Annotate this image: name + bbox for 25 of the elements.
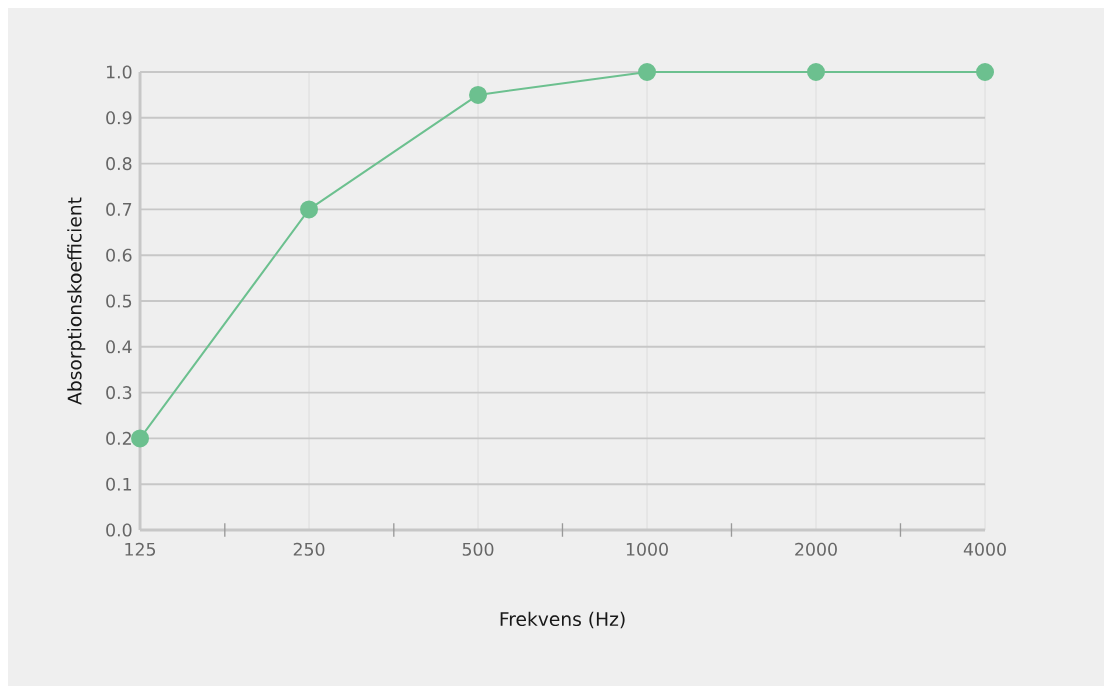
- y-tick-label: 0.1: [106, 477, 132, 491]
- x-tick-label: 1000: [626, 542, 668, 556]
- y-tick-label: 0.0: [106, 523, 132, 537]
- point: [131, 429, 150, 448]
- x-axis-title: Frekvens (Hz): [500, 611, 625, 629]
- y-tick-label: 1.0: [106, 65, 132, 79]
- x-tick-label: 500: [462, 542, 494, 556]
- x-tick-label: 125: [125, 542, 156, 556]
- point: [976, 63, 995, 81]
- y-tick-label: 0.9: [106, 111, 132, 125]
- y-tick-label: 0.3: [106, 386, 132, 400]
- y-tick-label: 0.8: [106, 157, 132, 171]
- point: [807, 63, 825, 81]
- x-tick-label: 250: [293, 542, 325, 556]
- point: [300, 200, 319, 219]
- y-tick-label: 0.7: [106, 202, 132, 216]
- y-tick-label: 0.2: [106, 431, 131, 445]
- point: [469, 85, 488, 104]
- point: [638, 63, 657, 81]
- x-tick-label: 2000: [795, 542, 837, 556]
- y-tick-label: 0.4: [106, 340, 132, 354]
- x-tick-label: 4000: [963, 542, 1006, 556]
- y-axis-title: Absorptionskoefficient: [67, 197, 86, 405]
- y-tick-label: 0.5: [106, 294, 132, 308]
- y-tick-label: 0.6: [106, 248, 132, 262]
